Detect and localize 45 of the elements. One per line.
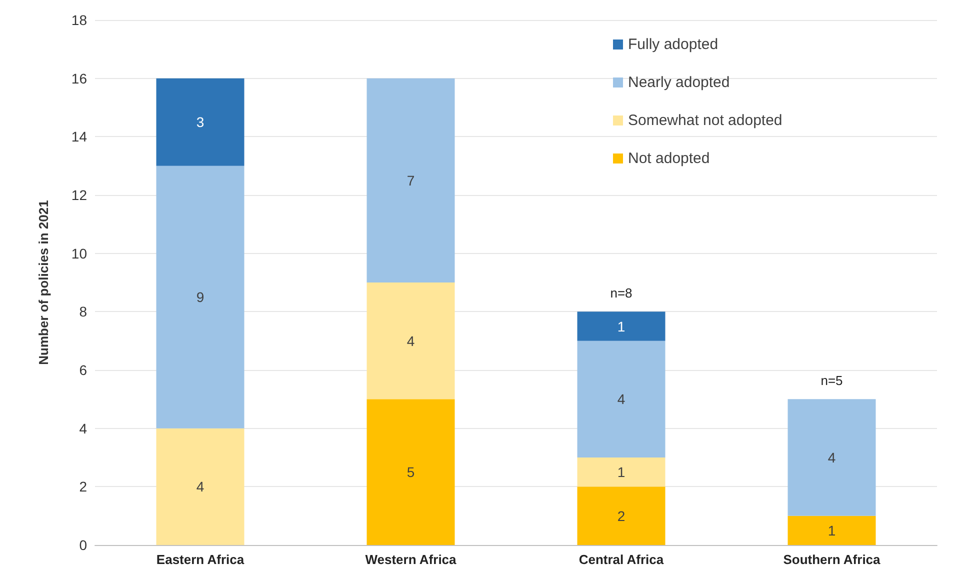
y-tick-label: 4: [79, 420, 88, 436]
data-label: 1: [617, 318, 626, 334]
bar: [156, 428, 244, 545]
data-label: 5: [406, 464, 415, 480]
y-tick-label: 0: [79, 537, 88, 553]
y-tick-label: 16: [71, 70, 88, 86]
data-label: 1: [617, 464, 626, 480]
x-tick-label: Southern Africa: [783, 552, 882, 567]
data-label: 7: [406, 172, 415, 188]
y-tick-label: 14: [71, 128, 88, 145]
y-tick-label: 2: [79, 478, 88, 495]
bar: [577, 312, 666, 341]
bar: [577, 458, 666, 487]
bar: [577, 486, 666, 545]
y-tick-label: 8: [79, 304, 88, 320]
data-label: 9: [196, 289, 204, 306]
bar: [156, 166, 244, 428]
data-label: 3: [196, 114, 204, 130]
y-tick-label: 12: [71, 187, 88, 203]
annotation: n=5: [820, 373, 843, 388]
x-tick-label: Western Africa: [365, 552, 458, 567]
y-tick-label: 6: [79, 362, 88, 378]
data-label: 4: [406, 332, 415, 349]
data-label: 4: [196, 478, 204, 495]
bar: [788, 516, 876, 545]
bar: [366, 399, 455, 545]
bar: [577, 340, 666, 458]
data-label: 4: [617, 391, 626, 408]
legend-label: Somewhat not adopted: [628, 112, 782, 129]
annotation: n=8: [610, 286, 632, 301]
bar: [788, 399, 876, 516]
x-tick-label: Central Africa: [578, 552, 664, 567]
data-label: 1: [828, 522, 836, 538]
y-axis-title: Number of policies in 2021: [36, 200, 51, 365]
y-tick-label: 18: [71, 12, 88, 28]
legend-label: Not adopted: [628, 150, 710, 167]
bar: [156, 78, 244, 166]
legend-label: Nearly adopted: [628, 74, 730, 91]
y-tick-label: 10: [71, 245, 88, 262]
bar: [366, 282, 455, 400]
legend-label: Fully adopted: [628, 36, 718, 53]
bar: [366, 78, 455, 282]
x-tick-label: Eastern Africa: [156, 552, 245, 567]
data-label: 4: [828, 450, 836, 466]
data-label: 2: [617, 508, 626, 524]
